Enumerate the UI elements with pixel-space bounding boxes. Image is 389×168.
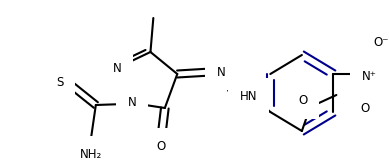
Text: N: N <box>128 96 137 110</box>
Text: N⁺: N⁺ <box>362 70 377 82</box>
Text: O: O <box>361 102 370 115</box>
Text: S: S <box>56 75 63 89</box>
Text: N: N <box>217 66 225 78</box>
Text: O⁻: O⁻ <box>374 36 389 49</box>
Text: O: O <box>156 140 166 153</box>
Text: HN: HN <box>240 90 257 102</box>
Text: O: O <box>298 94 308 107</box>
Text: NH₂: NH₂ <box>80 148 102 161</box>
Text: N: N <box>112 61 121 74</box>
